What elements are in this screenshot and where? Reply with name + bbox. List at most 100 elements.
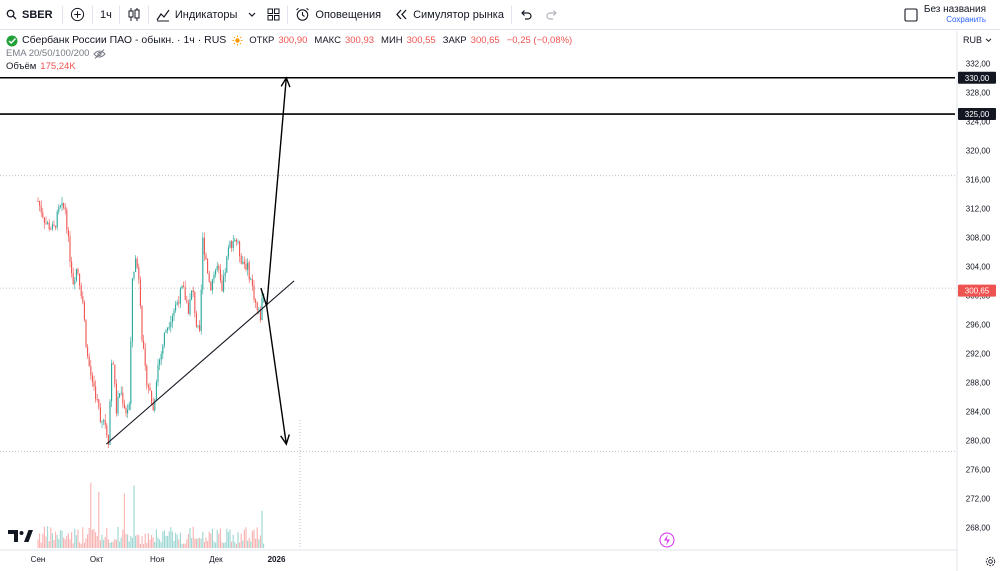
candle-body bbox=[149, 387, 151, 391]
volume-bar bbox=[168, 531, 170, 548]
candle-body bbox=[123, 403, 125, 409]
candle-body bbox=[103, 419, 105, 421]
volume-bar bbox=[160, 542, 162, 548]
volume-bar bbox=[69, 539, 71, 548]
candle-body bbox=[147, 385, 149, 388]
candle-body bbox=[197, 325, 199, 327]
compare-button[interactable] bbox=[63, 0, 92, 30]
eye-off-icon[interactable] bbox=[93, 48, 107, 59]
legend-ema-row[interactable]: EMA 20/50/100/200 bbox=[6, 47, 575, 60]
volume-bar bbox=[221, 542, 223, 548]
candle-body bbox=[61, 202, 63, 206]
candle-body bbox=[40, 205, 42, 213]
volume-bar bbox=[136, 534, 138, 548]
save-link[interactable]: Сохранить bbox=[946, 15, 986, 24]
candle-body bbox=[128, 404, 130, 410]
candle-body bbox=[64, 207, 66, 210]
projection-arrow-down bbox=[266, 306, 287, 445]
alarm-clock-icon bbox=[295, 7, 310, 22]
high-value: 300,93 bbox=[344, 35, 375, 46]
candle-body bbox=[74, 280, 76, 284]
candle-body bbox=[231, 241, 233, 248]
candle-body bbox=[43, 217, 45, 223]
candle-body bbox=[186, 299, 188, 303]
volume-bar bbox=[197, 538, 199, 548]
search-icon bbox=[6, 9, 17, 20]
divider bbox=[92, 5, 93, 24]
candle-body bbox=[107, 435, 109, 445]
volume-bar bbox=[53, 539, 55, 548]
drawing-layer[interactable] bbox=[0, 76, 955, 446]
indicators-label: Индикаторы bbox=[174, 8, 238, 21]
indicators-dropdown[interactable] bbox=[244, 0, 260, 30]
volume-bar bbox=[178, 539, 180, 548]
volume-bar bbox=[216, 529, 218, 548]
candle-body bbox=[88, 356, 90, 367]
top-toolbar: SBER 1ч Индикаторы Оповещения bbox=[0, 0, 1000, 30]
legend-volume-row[interactable]: Объём 175,24K bbox=[6, 60, 575, 73]
volume-bar bbox=[131, 537, 133, 548]
level-price-tag bbox=[958, 108, 996, 121]
volume-bar bbox=[195, 538, 197, 548]
candle-body bbox=[229, 241, 231, 248]
candle-body bbox=[130, 341, 132, 405]
candle-body bbox=[207, 259, 209, 274]
divider bbox=[287, 5, 289, 24]
bottom-right-controls bbox=[985, 556, 996, 567]
volume-bar bbox=[229, 529, 231, 548]
y-tick-label: 280,00 bbox=[966, 436, 991, 445]
y-tick-label: 328,00 bbox=[966, 88, 991, 97]
candle-body bbox=[215, 270, 217, 275]
volume-bar bbox=[234, 541, 236, 548]
candle-body bbox=[50, 229, 52, 230]
interval-button[interactable]: 1ч bbox=[100, 8, 112, 21]
volume-bar bbox=[90, 482, 92, 548]
volume-bar bbox=[88, 527, 90, 548]
currency-label: RUB bbox=[962, 35, 982, 45]
candle-body bbox=[141, 305, 143, 341]
volume-bar bbox=[194, 538, 196, 548]
redo-icon bbox=[546, 9, 559, 20]
symbol-search[interactable]: SBER bbox=[0, 0, 62, 30]
volume-bar bbox=[247, 540, 249, 548]
candle-body bbox=[42, 212, 44, 218]
layout-name[interactable]: Без названия Сохранить bbox=[924, 5, 1000, 25]
candle-body bbox=[181, 285, 183, 289]
volume-bar bbox=[50, 527, 52, 548]
candle-body bbox=[138, 267, 140, 280]
currency-button[interactable]: RUB bbox=[963, 35, 992, 45]
undo-button[interactable] bbox=[512, 0, 539, 30]
candle-body bbox=[56, 211, 58, 228]
lightning-icon[interactable] bbox=[659, 532, 675, 548]
volume-bar bbox=[202, 531, 204, 548]
y-tick-label: 304,00 bbox=[966, 262, 991, 271]
replay-button[interactable]: Симулятор рынка bbox=[388, 0, 511, 30]
legend-title[interactable]: Сбербанк России ПАО - обыкн. · 1ч · RUS bbox=[22, 34, 227, 46]
volume-bar bbox=[96, 536, 98, 548]
volume-bar bbox=[184, 543, 186, 548]
alerts-button[interactable]: Оповещения bbox=[288, 0, 388, 30]
volume-bar bbox=[248, 537, 250, 548]
volume-value: 175,24K bbox=[40, 61, 76, 72]
layout-toggle[interactable] bbox=[897, 0, 924, 30]
divider bbox=[118, 5, 120, 24]
volume-bar bbox=[151, 535, 153, 548]
chart-type-button[interactable] bbox=[120, 0, 148, 30]
candle-body bbox=[119, 393, 121, 397]
layouts-button[interactable] bbox=[260, 0, 287, 30]
redo-button[interactable] bbox=[539, 0, 566, 30]
candle-body bbox=[125, 408, 127, 414]
candle-body bbox=[211, 279, 213, 291]
indicators-button[interactable]: Индикаторы bbox=[149, 0, 245, 30]
volume-bar bbox=[104, 536, 106, 548]
volume-bar bbox=[261, 510, 263, 548]
volume-bar bbox=[223, 542, 225, 548]
y-tick-label: 316,00 bbox=[966, 175, 991, 184]
rewind-icon bbox=[395, 9, 408, 20]
candle-body bbox=[122, 392, 124, 404]
toolbar-right: Без названия Сохранить bbox=[897, 0, 1000, 30]
settings-icon[interactable] bbox=[985, 556, 996, 567]
candle-body bbox=[179, 288, 181, 304]
candle-body bbox=[192, 290, 194, 293]
